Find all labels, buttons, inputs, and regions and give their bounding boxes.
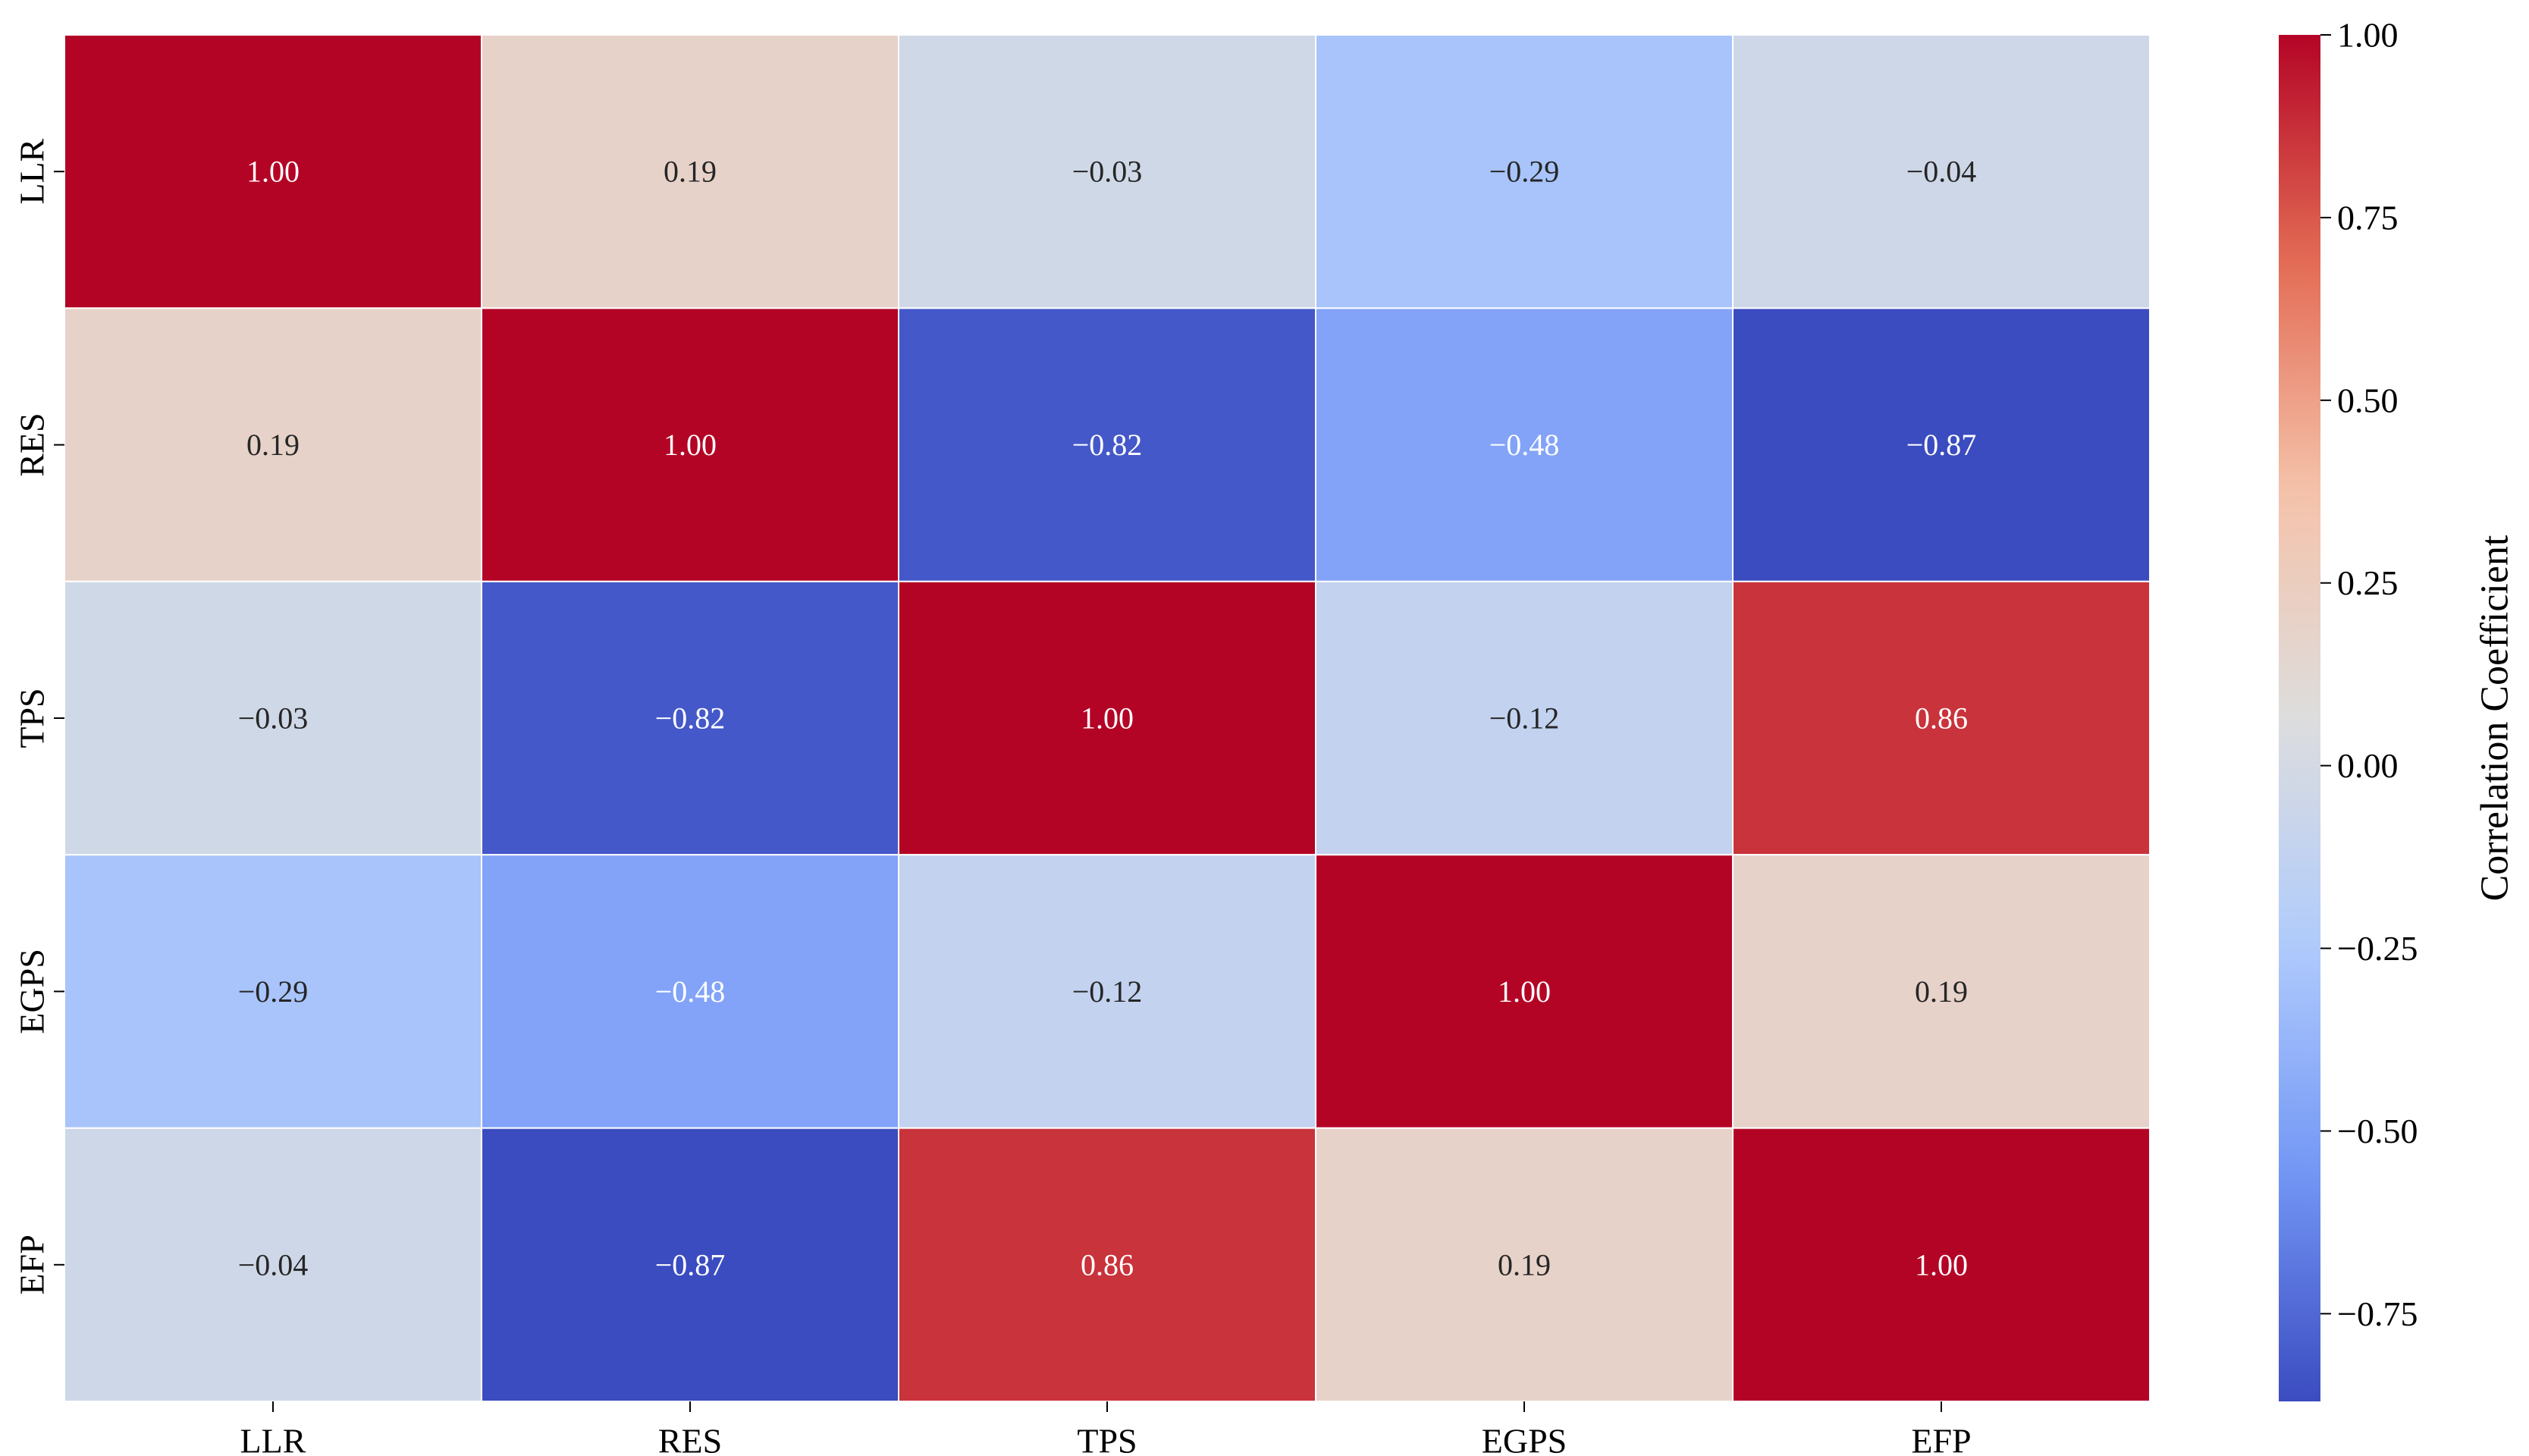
heatmap-cell-tps-tps xyxy=(898,580,1316,856)
heatmap-cell-llr-llr xyxy=(64,34,482,309)
cell-value-label: 0.19 xyxy=(1915,974,1968,1009)
cell-value-label: 0.86 xyxy=(1081,1247,1134,1282)
heatmap-cell-labels: 1.00 0.19 −0.03 −0.29 −0.04 0.19 1.00 −0.82 −0.4… xyxy=(238,155,1977,1282)
y-tick-label-egps: EGPS xyxy=(13,949,52,1034)
x-axis-ticks: LLR RES TPS EGPS EFP xyxy=(240,1401,1972,1456)
heatmap-cell-tps-res xyxy=(481,580,899,856)
x-tick-label-egps: EGPS xyxy=(1482,1422,1567,1456)
cell-value-label: −0.82 xyxy=(1072,428,1143,462)
y-tick-label-tps: TPS xyxy=(13,688,52,748)
x-tick-label-efp: EFP xyxy=(1911,1422,1971,1456)
heatmap-cell-res-tps xyxy=(898,307,1316,582)
colorbar-tick-label: 0.50 xyxy=(2337,381,2399,419)
heatmap-cell-res-efp xyxy=(1732,307,2151,582)
cell-value-label: 0.19 xyxy=(1498,1247,1551,1282)
cell-value-label: −0.29 xyxy=(238,974,309,1009)
colorbar-label: Correlation Coefficient xyxy=(2474,535,2517,901)
heatmap-cell-efp-res xyxy=(481,1127,899,1402)
heatmap-cell-egps-res xyxy=(481,854,899,1129)
x-tick-label-llr: LLR xyxy=(240,1422,306,1456)
cell-value-label: 0.19 xyxy=(246,428,300,462)
heatmap-cell-tps-egps xyxy=(1315,580,1734,856)
colorbar-tick-label: −0.25 xyxy=(2337,929,2418,968)
y-tick-label-efp: EFP xyxy=(13,1235,52,1294)
cell-value-label: −0.03 xyxy=(1072,155,1143,189)
heatmap-cell-llr-efp xyxy=(1732,34,2151,309)
heatmap-cell-llr-res xyxy=(481,34,899,309)
cell-value-label: −0.82 xyxy=(655,701,726,736)
colorbar-tick-label: −0.75 xyxy=(2337,1294,2418,1333)
cell-value-label: −0.87 xyxy=(1906,428,1977,462)
y-axis-ticks: LLR RES TPS EGPS EFP xyxy=(13,138,64,1294)
cell-value-label: 1.00 xyxy=(1081,701,1134,736)
heatmap-cell-egps-efp xyxy=(1732,854,2151,1129)
colorbar-tick-label: 0.00 xyxy=(2337,746,2399,785)
cell-value-label: −0.48 xyxy=(655,974,726,1009)
heatmap-cell-efp-tps xyxy=(898,1127,1316,1402)
colorbar-tick-label: −0.50 xyxy=(2337,1112,2418,1150)
heatmap-cell-res-res xyxy=(481,307,899,582)
cell-value-label: −0.48 xyxy=(1489,428,1560,462)
cell-value-label: 0.86 xyxy=(1915,701,1968,736)
x-tick-label-res: RES xyxy=(658,1422,722,1456)
cell-value-label: −0.87 xyxy=(655,1247,726,1282)
cell-value-label: −0.12 xyxy=(1072,974,1143,1009)
cell-value-label: −0.04 xyxy=(1906,155,1977,189)
cell-value-label: −0.29 xyxy=(1489,155,1560,189)
heatmap-cell-llr-egps xyxy=(1315,34,1734,309)
colorbar-tick-label: 0.25 xyxy=(2337,563,2399,602)
cell-value-label: −0.04 xyxy=(238,1247,309,1282)
cell-value-label: −0.03 xyxy=(238,701,309,736)
cell-value-label: 1.00 xyxy=(664,428,717,462)
cell-value-label: 0.19 xyxy=(664,155,717,189)
heatmap-cell-efp-llr xyxy=(64,1127,482,1402)
heatmap-cells xyxy=(64,34,2151,1402)
cell-value-label: 1.00 xyxy=(246,155,300,189)
cell-value-label: −0.12 xyxy=(1489,701,1560,736)
y-tick-label-llr: LLR xyxy=(13,138,52,204)
colorbar-tick-label: 1.00 xyxy=(2337,16,2399,55)
colorbar: 1.00 0.75 0.50 0.25 0.00 −0.25 −0.50 −0.75 Corre… xyxy=(2279,16,2517,1401)
heatmap-cell-res-llr xyxy=(64,307,482,582)
colorbar-tick-label: 0.75 xyxy=(2337,198,2399,237)
cell-value-label: 1.00 xyxy=(1915,1247,1968,1282)
heatmap-cell-efp-efp xyxy=(1732,1127,2151,1402)
heatmap-cell-tps-efp xyxy=(1732,580,2151,856)
colorbar-gradient xyxy=(2279,35,2320,1401)
heatmap-cell-egps-egps xyxy=(1315,854,1734,1129)
y-tick-label-res: RES xyxy=(13,413,52,476)
cell-value-label: 1.00 xyxy=(1498,974,1551,1009)
heatmap-cell-egps-tps xyxy=(898,854,1316,1129)
x-tick-label-tps: TPS xyxy=(1077,1422,1137,1456)
heatmap-cell-llr-tps xyxy=(898,34,1316,309)
